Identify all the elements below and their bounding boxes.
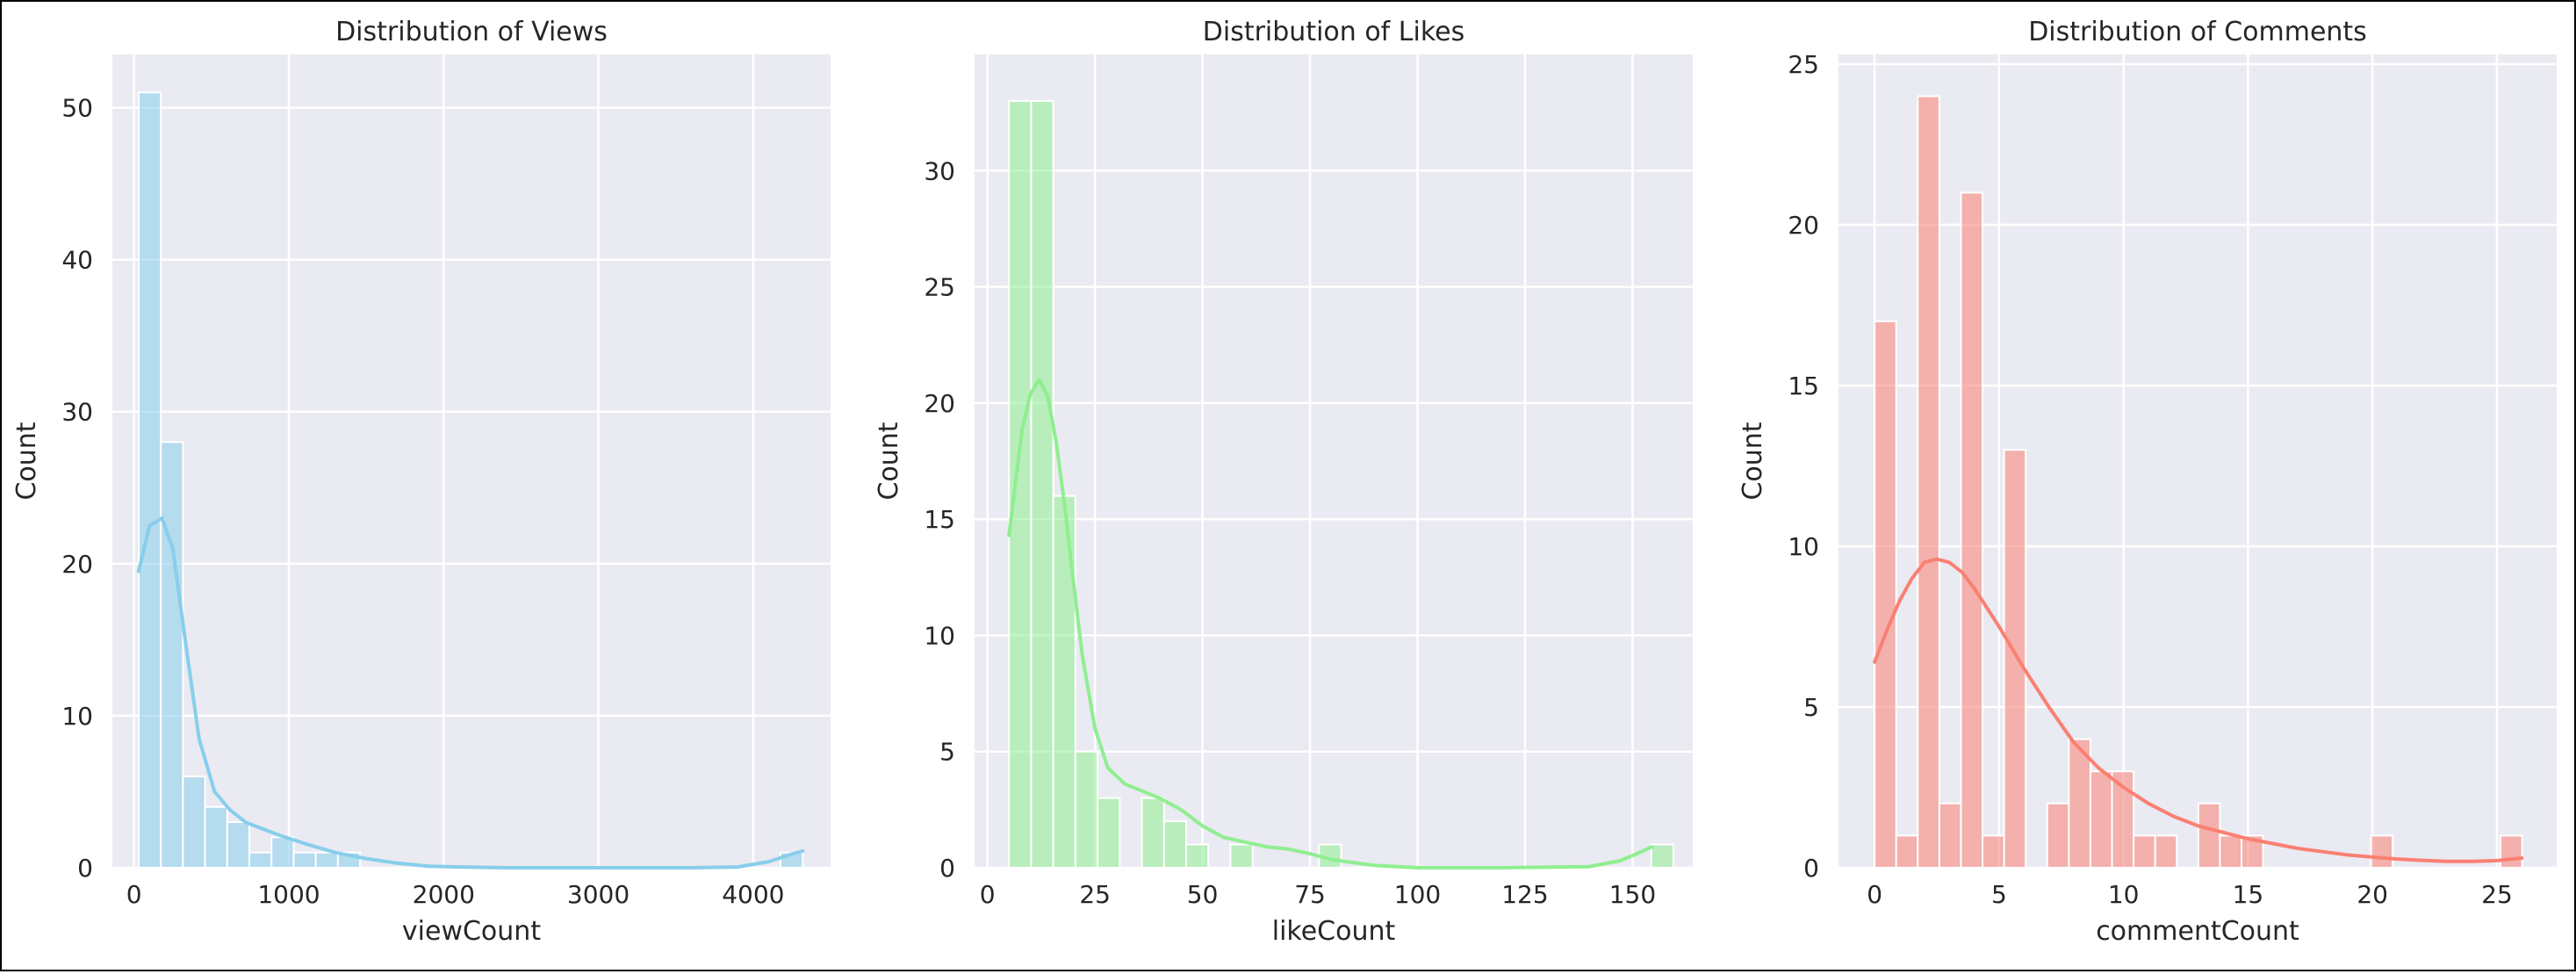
histogram-bar [137,91,162,869]
x-tick-label: 1000 [257,880,320,909]
x-axis-label: viewCount [402,916,541,947]
kde-line [1007,378,1654,869]
histogram-bar [2089,770,2113,869]
histogram-bar [270,836,295,869]
histogram-bar [2500,834,2523,869]
x-tick-label: 20 [2357,880,2388,909]
histogram-bar [248,851,273,869]
histogram-bar [2046,802,2070,869]
histogram-bar [1184,843,1210,869]
y-tick-label: 20 [61,550,93,579]
x-tick-label: 75 [1294,880,1326,909]
y-tick-label: 10 [61,702,93,731]
y-tick-label: 30 [924,156,955,185]
x-axis-label: likeCount [1272,916,1396,947]
x-tick-label: 4000 [722,880,784,909]
plot-area [112,54,831,868]
y-tick-label: 15 [1788,372,1819,400]
plot-area [975,54,1693,868]
y-tick-label: 10 [924,621,955,650]
subplot-3: 0 5 10 15 20 25 0 5 10 15 20 25 Distribution of Comm… [1738,17,2557,947]
chart-title: Distribution of Comments [2028,17,2367,47]
histogram-bar [2197,802,2221,869]
histogram-bar [1874,320,1897,869]
y-tick-label: 30 [61,398,93,427]
x-tick-label: 125 [1501,880,1548,909]
y-tick-label: 5 [1803,693,1819,722]
histogram-bar [1960,191,1984,869]
histogram-bar [2133,834,2156,869]
histogram-bar [2003,449,2027,869]
y-tick-label: 0 [77,854,93,883]
histogram-bar [226,821,251,869]
histogram-bar [1140,797,1165,869]
histogram-bar [1982,834,2005,869]
kde-line [1873,557,2524,863]
chart-title: Distribution of Views [335,17,608,47]
x-tick-label: 10 [2108,880,2140,909]
y-tick-label: 0 [939,854,955,883]
x-tick-label: 0 [1867,880,1882,909]
histogram-bar [2068,738,2091,869]
histogram-bar [1229,843,1254,869]
y-tick-label: 20 [924,389,955,418]
histogram-bar [314,851,339,869]
x-tick-label: 15 [2233,880,2264,909]
y-tick-label: 10 [1788,532,1819,561]
x-axis-label: commentCount [2096,916,2299,947]
histogram-bar [1097,797,1121,869]
y-axis-label: Count [11,422,42,500]
x-tick-label: 100 [1394,880,1441,909]
y-axis-label: Count [1738,422,1768,500]
histogram-bar [160,441,184,869]
histogram-bar [182,776,206,869]
y-tick-label: 25 [1788,50,1819,79]
y-tick-label: 40 [61,246,93,275]
y-tick-label: 25 [924,273,955,302]
subplot-2: 0 25 50 75 100 125 150 0 5 10 15 20 25 30 Distribution… [874,17,1693,947]
x-tick-label: 0 [980,880,996,909]
x-tick-label: 3000 [567,880,630,909]
y-tick-label: 5 [939,738,955,767]
histogram-bar [292,851,317,869]
x-tick-label: 150 [1609,880,1656,909]
plot-area [1838,54,2557,868]
histogram-bar [1008,99,1033,869]
histogram-bar [204,805,228,869]
x-tick-label: 25 [2481,880,2513,909]
subplot-1: 0 1000 2000 3000 4000 0 10 20 30 40 50 Distribution… [11,17,831,947]
histogram-bar [1074,750,1099,869]
histogram-bar [1162,820,1187,869]
x-tick-label: 5 [1991,880,2007,909]
histogram-bar [1052,494,1076,869]
y-tick-label: 50 [61,94,93,123]
x-tick-label: 2000 [413,880,475,909]
histogram-bar [1650,843,1674,869]
histogram-bar [2370,834,2394,869]
y-tick-label: 15 [924,505,955,534]
x-tick-label: 0 [126,880,142,909]
chart-title: Distribution of Likes [1203,17,1464,47]
y-tick-label: 0 [1803,854,1819,883]
x-tick-label: 25 [1079,880,1111,909]
kde-line [137,516,805,869]
histogram-bar [2154,834,2178,869]
y-axis-label: Count [874,422,904,500]
y-tick-label: 20 [1788,211,1819,240]
histogram-bar [1030,99,1054,869]
x-tick-label: 50 [1187,880,1219,909]
histogram-bar [1938,802,1962,869]
histogram-bar [2219,834,2243,869]
histogram-bar [1917,95,1940,869]
histogram-bar [1895,834,1919,869]
